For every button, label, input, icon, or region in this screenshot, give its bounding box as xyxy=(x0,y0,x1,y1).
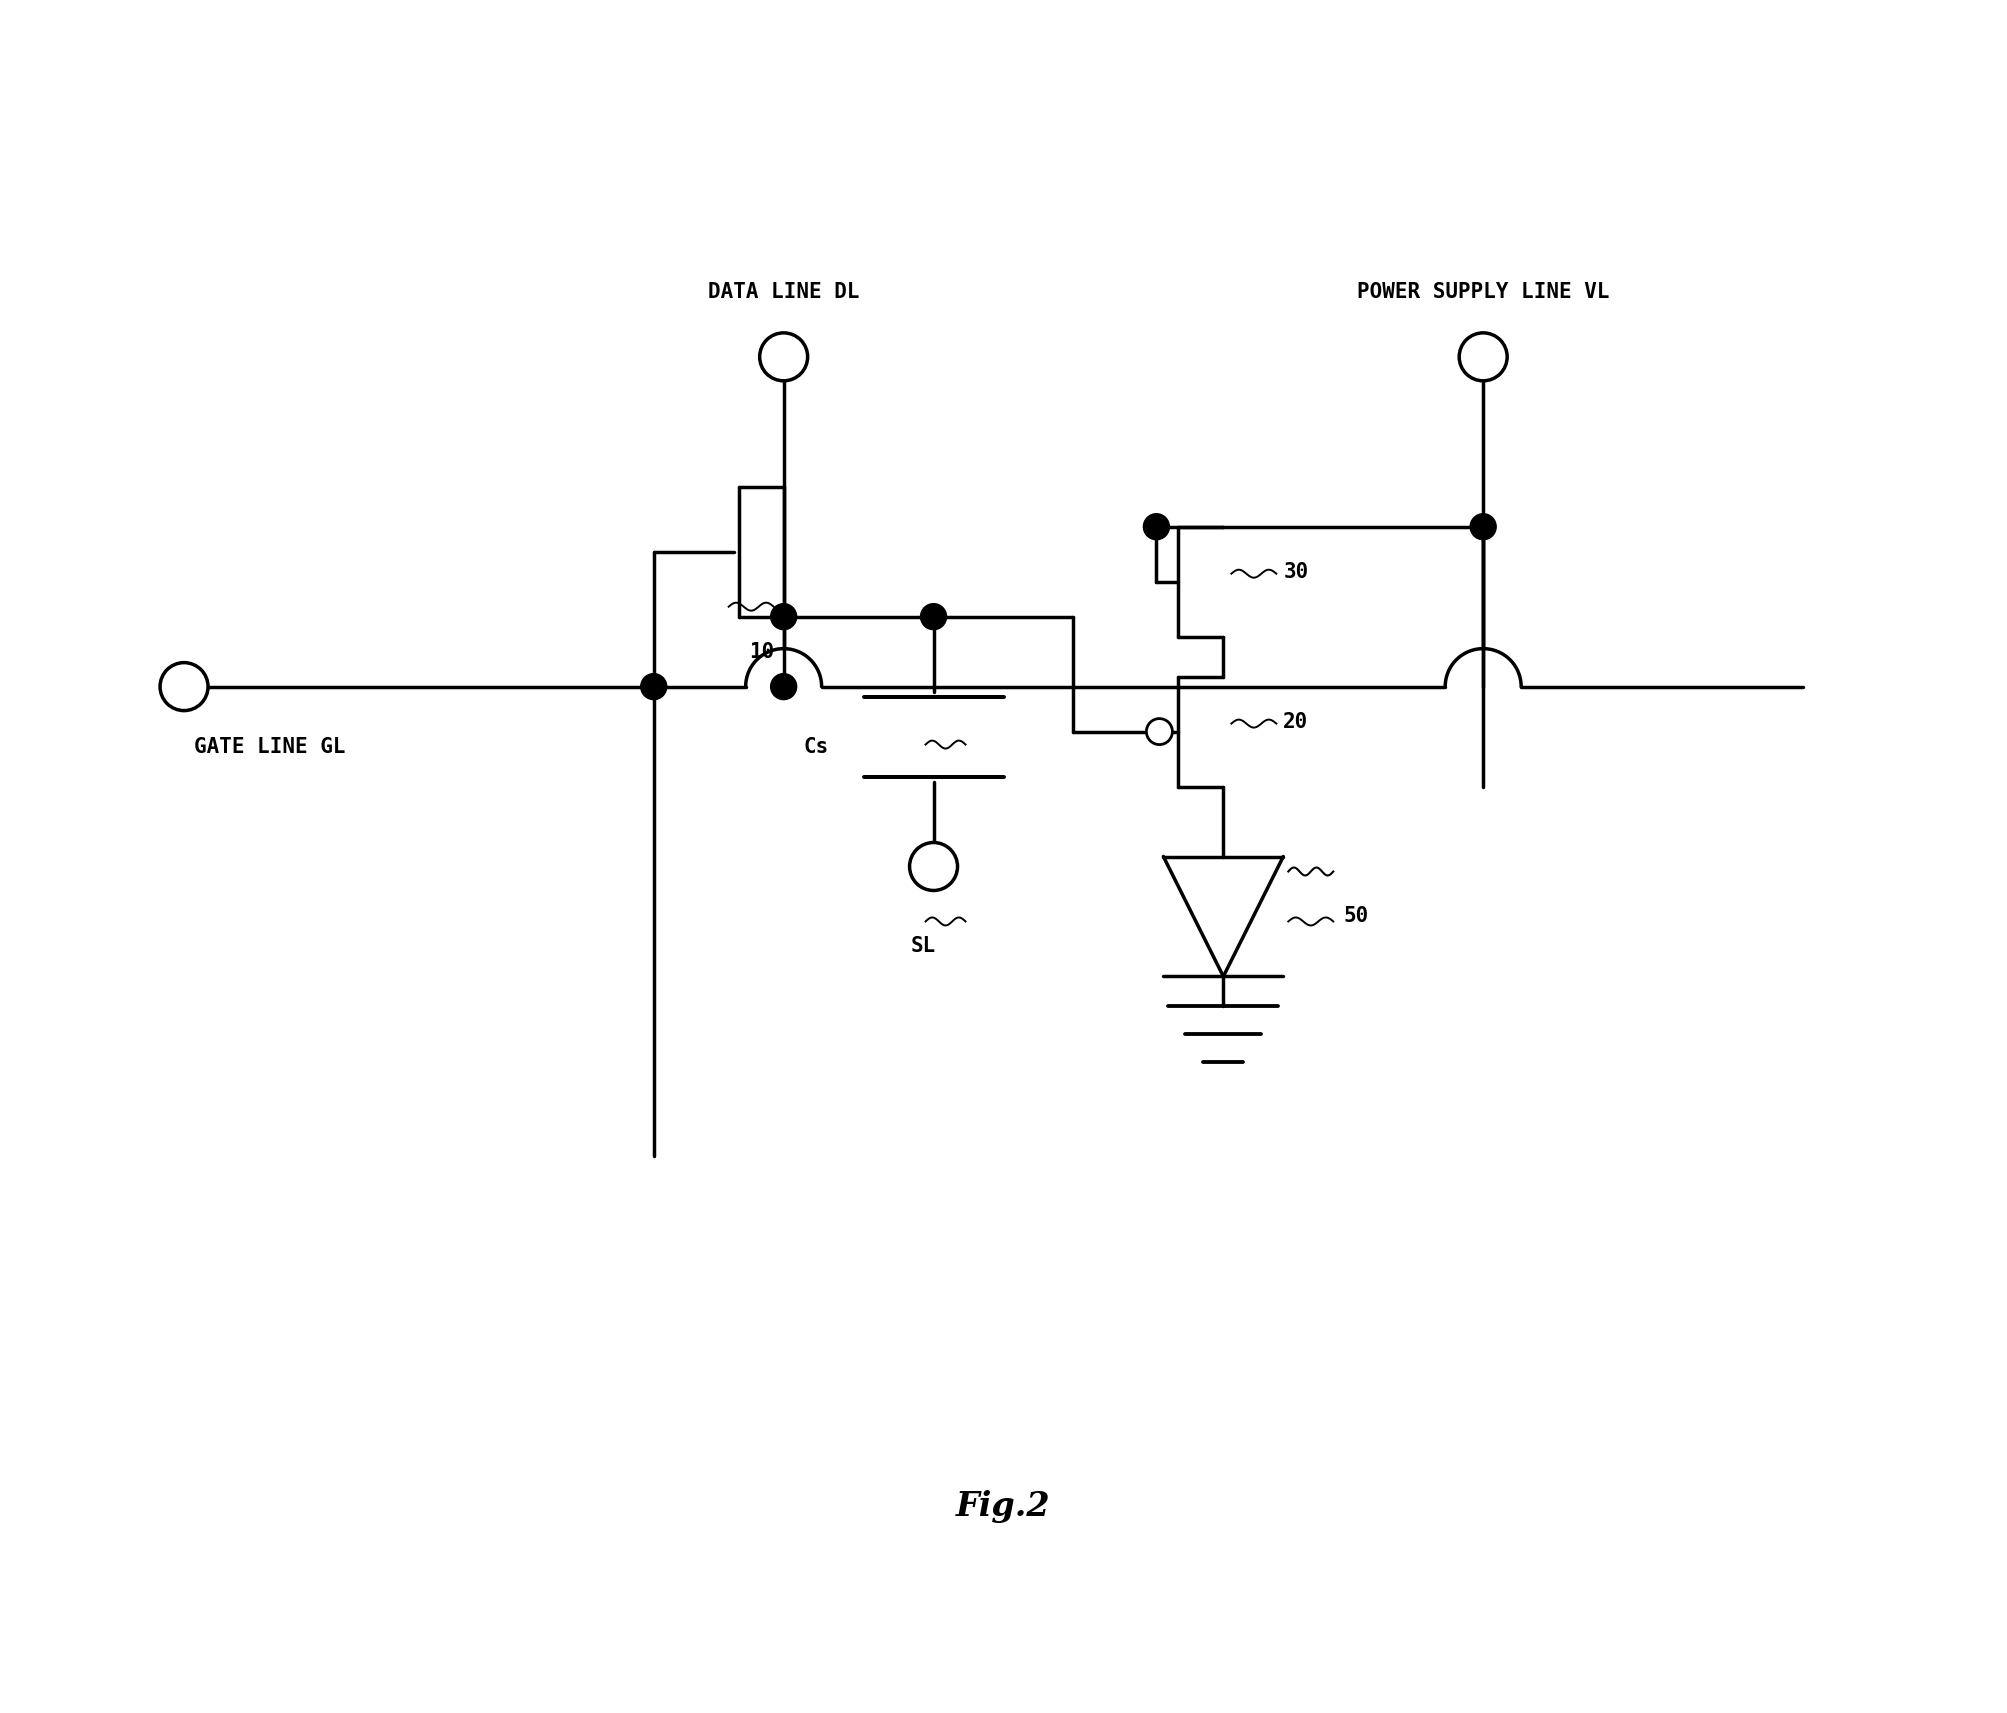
Text: 20: 20 xyxy=(1282,711,1309,731)
Text: DATA LINE DL: DATA LINE DL xyxy=(708,283,859,301)
Circle shape xyxy=(909,843,957,891)
Circle shape xyxy=(161,663,209,711)
Circle shape xyxy=(771,603,797,630)
Circle shape xyxy=(1471,514,1495,540)
Circle shape xyxy=(761,332,807,380)
Circle shape xyxy=(640,673,666,699)
Text: 10: 10 xyxy=(749,642,775,661)
Circle shape xyxy=(1459,332,1507,380)
Circle shape xyxy=(1144,514,1170,540)
Text: Fig.2: Fig.2 xyxy=(955,1490,1052,1523)
Circle shape xyxy=(1146,718,1172,745)
Text: 30: 30 xyxy=(1282,562,1309,582)
Text: POWER SUPPLY LINE VL: POWER SUPPLY LINE VL xyxy=(1357,283,1610,301)
Text: GATE LINE GL: GATE LINE GL xyxy=(195,737,345,757)
Circle shape xyxy=(771,673,797,699)
Circle shape xyxy=(921,603,947,630)
Text: Cs: Cs xyxy=(803,737,829,757)
Text: 50: 50 xyxy=(1343,906,1369,927)
Text: SL: SL xyxy=(911,937,935,956)
